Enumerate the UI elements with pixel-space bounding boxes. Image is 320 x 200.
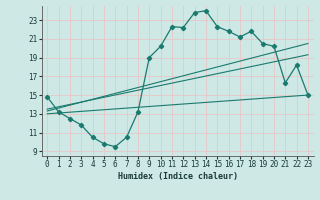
X-axis label: Humidex (Indice chaleur): Humidex (Indice chaleur) [118,172,237,181]
